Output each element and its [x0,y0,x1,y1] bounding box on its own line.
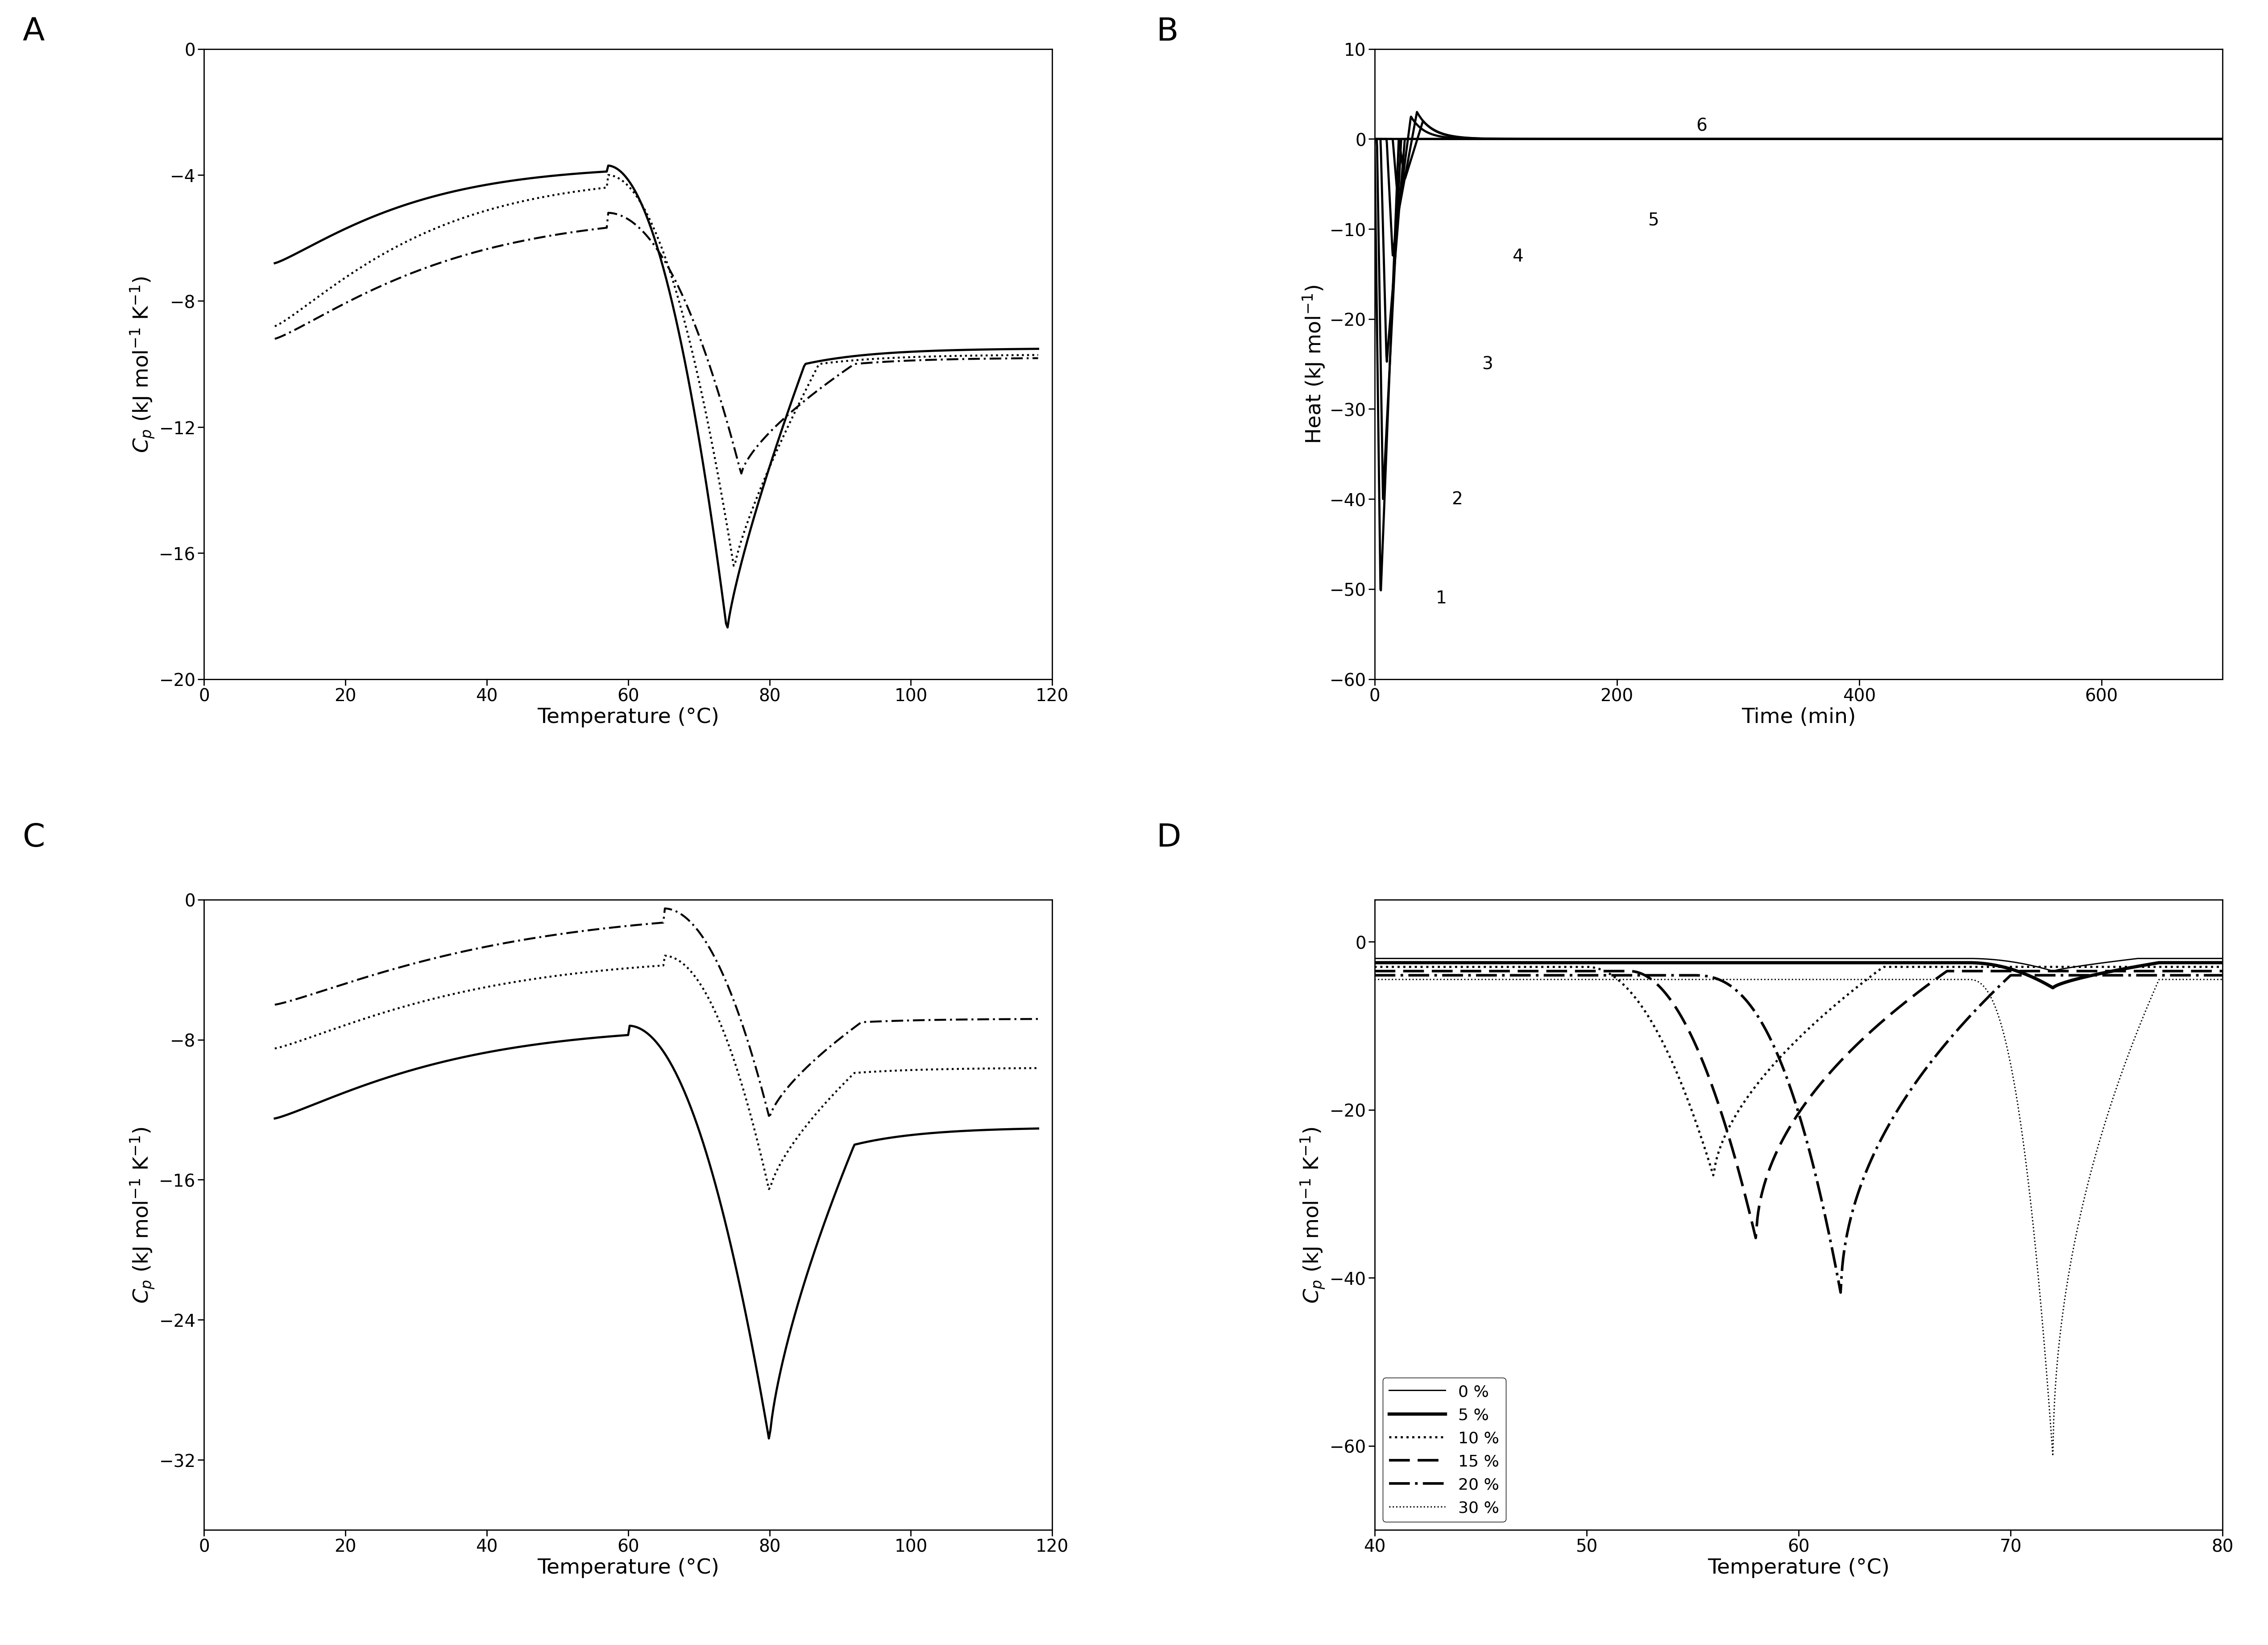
Text: 6: 6 [1696,117,1708,135]
Text: 5: 5 [1647,212,1658,229]
Text: 3: 3 [1481,355,1492,373]
Y-axis label: $C_p$ (kJ mol$^{-1}$ K$^{-1}$): $C_p$ (kJ mol$^{-1}$ K$^{-1}$) [129,276,156,452]
X-axis label: Time (min): Time (min) [1742,707,1855,727]
Text: D: D [1157,822,1182,854]
Y-axis label: $C_p$ (kJ mol$^{-1}$ K$^{-1}$): $C_p$ (kJ mol$^{-1}$ K$^{-1}$) [129,1127,156,1303]
X-axis label: Temperature (°C): Temperature (°C) [538,1558,719,1578]
Y-axis label: $C_p$ (kJ mol$^{-1}$ K$^{-1}$): $C_p$ (kJ mol$^{-1}$ K$^{-1}$) [1300,1127,1327,1303]
Text: C: C [23,822,45,854]
Legend: 0 %, 5 %, 10 %, 15 %, 20 %, 30 %: 0 %, 5 %, 10 %, 15 %, 20 %, 30 % [1383,1377,1506,1522]
X-axis label: Temperature (°C): Temperature (°C) [1708,1558,1889,1578]
Text: B: B [1157,16,1179,48]
X-axis label: Temperature (°C): Temperature (°C) [538,707,719,727]
Y-axis label: Heat (kJ mol$^{-1}$): Heat (kJ mol$^{-1}$) [1302,285,1327,444]
Text: 1: 1 [1436,591,1447,607]
Text: A: A [23,16,45,48]
Text: 2: 2 [1452,490,1463,508]
Text: 4: 4 [1513,248,1524,265]
